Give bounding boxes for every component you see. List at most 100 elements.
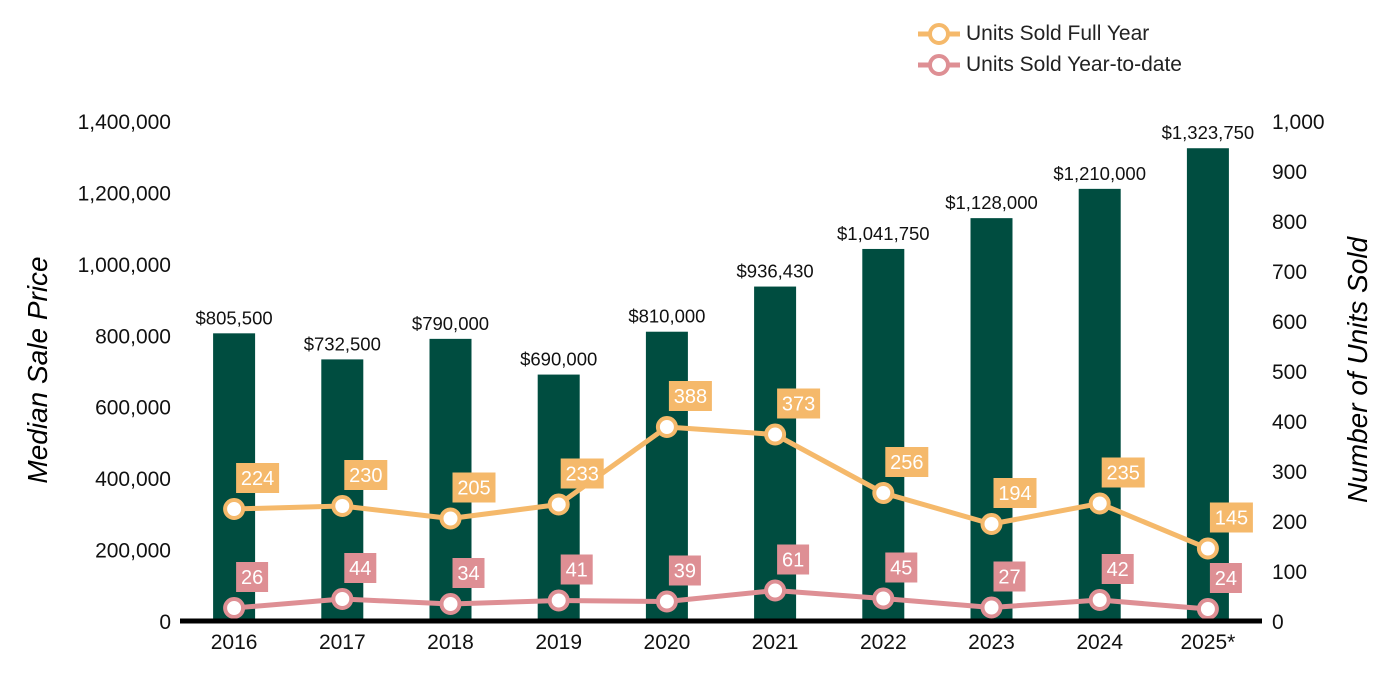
point-label-full-year: 373: [782, 394, 815, 416]
point-label-full-year: 256: [890, 452, 923, 474]
point-label-full-year: 224: [241, 468, 274, 490]
point-label-ytd: 42: [1107, 559, 1129, 581]
point-ytd-2022: [872, 587, 895, 610]
y-tick-label: 800,000: [95, 325, 171, 348]
legend-marker-full-year: [918, 22, 960, 45]
point-label-bg-full-year: [668, 381, 712, 411]
bar-value-label: $790,000: [412, 313, 489, 334]
bar-value-label: $810,000: [628, 306, 705, 327]
point-label-bg-full-year: [1209, 502, 1253, 533]
point-full-year-2023: [980, 513, 1003, 535]
x-tick-label: 2023: [968, 631, 1015, 654]
point-ytd-2025*: [1196, 598, 1219, 620]
legend-label-full-year: Units Sold Full Year: [966, 21, 1150, 45]
y-tick-label: 1,000,000: [78, 254, 171, 277]
point-ytd-2023: [980, 596, 1003, 619]
point-label-bg-ytd: [777, 544, 810, 575]
bar-value-label: $732,500: [304, 333, 381, 354]
y2-tick-label: 0: [1272, 611, 1284, 634]
x-tick-label: 2018: [427, 631, 474, 654]
point-label-ytd: 24: [1215, 568, 1237, 590]
point-label-full-year: 194: [998, 483, 1031, 505]
bar-group: [213, 148, 1229, 622]
point-label-full-year: 233: [566, 464, 599, 486]
y2-tick-label: 100: [1272, 561, 1307, 584]
x-tick-label: 2019: [535, 631, 582, 654]
point-ytd-2017: [331, 588, 354, 610]
point-full-year-2025*: [1196, 537, 1219, 560]
y2-tick-label: 600: [1272, 311, 1307, 334]
y2-tick-label: 800: [1272, 211, 1307, 234]
x-tick-label: 2021: [752, 631, 799, 654]
point-label-ytd: 26: [241, 567, 263, 589]
point-label-ytd: 27: [998, 567, 1020, 589]
point-label-ytd: 34: [457, 563, 479, 585]
line-group: [223, 416, 1219, 620]
point-label-bg-ytd: [236, 562, 269, 592]
point-ytd-2024: [1088, 589, 1111, 611]
point-full-year-2020: [655, 416, 678, 438]
x-tick-label: 2024: [1076, 631, 1123, 654]
point-ytd-2018: [439, 593, 462, 615]
y2-tick-label: 300: [1272, 461, 1307, 484]
line-full-year: [234, 424, 1209, 551]
point-label-full-year: 205: [457, 478, 490, 500]
point-ytd-2020: [655, 590, 678, 613]
axes-group: 2016 2017 2018 2019 2020 2021 2022 2023 2024 2025…: [22, 111, 1373, 654]
y2-tick-label: 400: [1272, 411, 1307, 434]
point-ytd-2019: [547, 589, 570, 612]
point-label-ytd: 41: [566, 560, 588, 582]
point-full-year-2018: [439, 507, 462, 530]
bar-value-label: $1,210,000: [1053, 163, 1146, 184]
bar-value-label: $1,041,750: [837, 223, 930, 244]
point-label-bg-ytd: [1101, 554, 1134, 584]
y-tick-label: 0: [159, 611, 171, 634]
legend-label-ytd: Units Sold Year-to-date: [966, 52, 1182, 76]
point-label-bg-ytd: [344, 553, 377, 583]
legend-item-full-year: Units Sold Full Year: [918, 18, 1182, 49]
y-tick-label: 400,000: [95, 468, 171, 491]
point-full-year-2021: [764, 423, 787, 446]
legend-item-ytd: Units Sold Year-to-date: [918, 49, 1182, 80]
point-label-full-year: 230: [349, 465, 382, 487]
y2-tick-label: 1,000: [1272, 111, 1325, 134]
x-tick-label: 2020: [644, 631, 691, 654]
point-label-bg-ytd: [885, 552, 918, 583]
x-tick-label: 2016: [211, 631, 258, 654]
point-full-year-2024: [1088, 492, 1111, 515]
line-ytd: [233, 588, 1209, 612]
y-axis-title: Median Sale Price: [22, 256, 53, 483]
point-full-year-2022: [872, 482, 895, 504]
bar-2024: [1078, 188, 1121, 621]
point-label-ytd: 61: [782, 550, 804, 572]
point-label-bg-full-year: [993, 478, 1037, 508]
point-label-bg-full-year: [777, 388, 821, 419]
y2-tick-label: 500: [1272, 361, 1307, 384]
point-ytd-2021: [764, 579, 787, 602]
y-tick-label: 1,200,000: [78, 182, 171, 205]
point-label-bg-full-year: [560, 458, 604, 489]
bar-2023: [970, 218, 1013, 621]
y-tick-label: 1,400,000: [78, 111, 171, 134]
point-ytd-2016: [223, 597, 246, 619]
point-label-bg-ytd: [668, 555, 701, 586]
point-label-bg-full-year: [452, 472, 496, 503]
legend: Units Sold Full Year Units Sold Year-to-…: [918, 18, 1182, 80]
y-tick-label: 600,000: [95, 397, 171, 420]
point-label-full-year: 388: [674, 386, 707, 408]
point-full-year-2019: [547, 493, 570, 516]
bar-value-label: $690,000: [520, 349, 597, 370]
bar-value-label: $1,323,750: [1162, 122, 1255, 143]
y-tick-label: 200,000: [95, 540, 171, 563]
point-label-full-year: 235: [1107, 463, 1140, 485]
bar-value-label: $805,500: [196, 307, 273, 328]
bar-value-label: $1,128,000: [945, 192, 1038, 213]
x-tick-label: 2017: [319, 631, 366, 654]
point-label-full-year: 145: [1215, 508, 1248, 530]
point-label-bg-ytd: [560, 554, 593, 585]
point-label-ytd: 39: [674, 561, 696, 583]
y2-axis-title: Number of Units Sold: [1342, 236, 1373, 504]
point-label-bg-full-year: [885, 447, 929, 477]
y2-tick-label: 900: [1272, 161, 1307, 184]
